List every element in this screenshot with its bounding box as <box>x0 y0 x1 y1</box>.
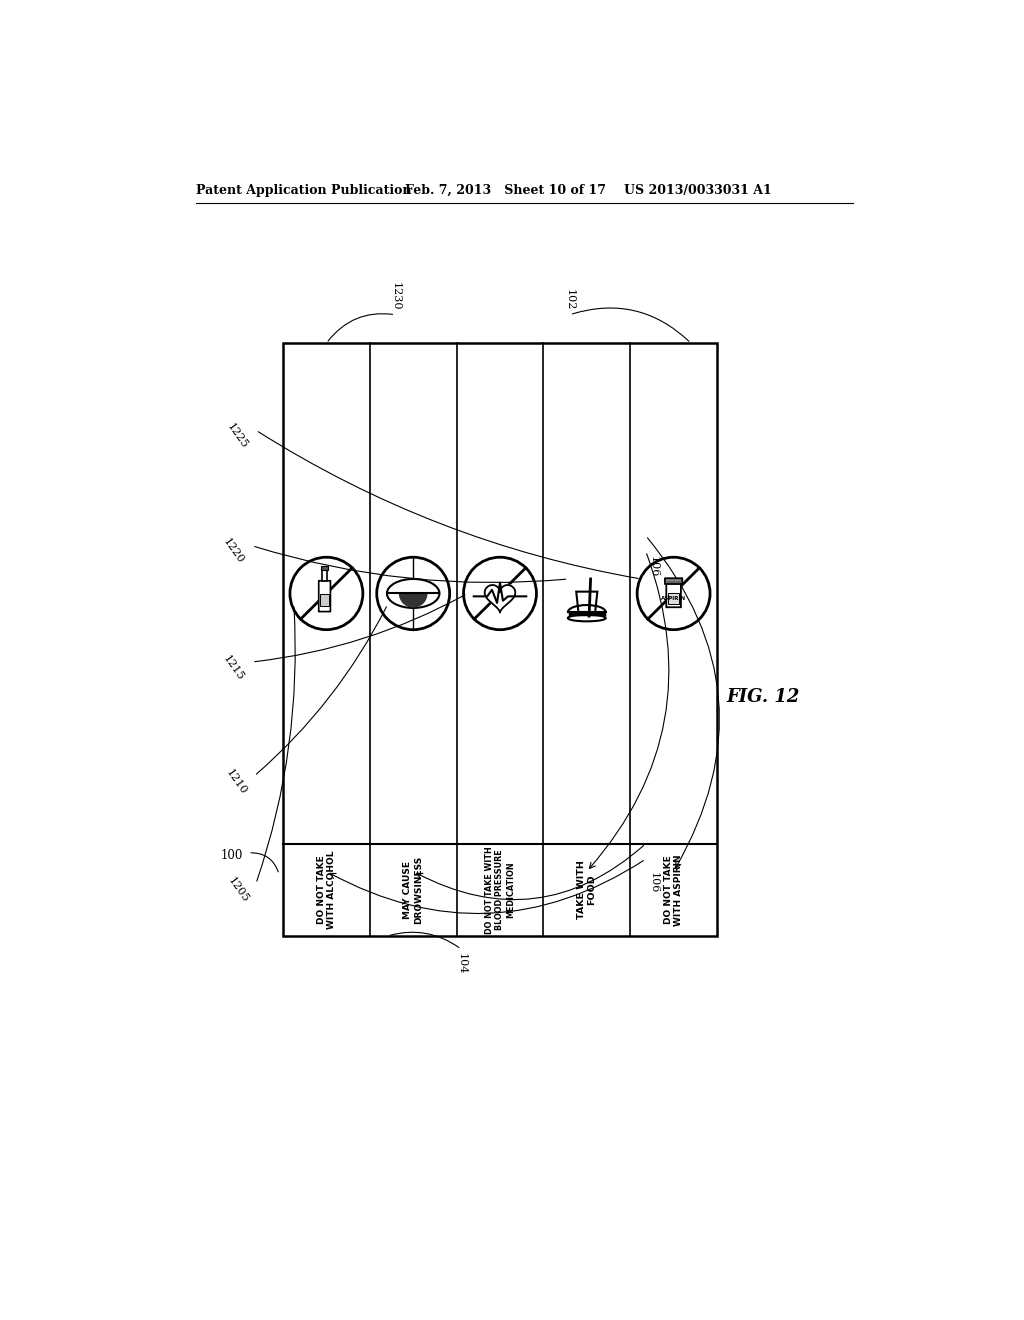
Text: 106: 106 <box>649 556 658 577</box>
Text: TAKE WITH
FOOD: TAKE WITH FOOD <box>578 861 597 919</box>
FancyBboxPatch shape <box>318 581 331 611</box>
Text: DO NOT TAKE
WITH ALCOHOL: DO NOT TAKE WITH ALCOHOL <box>316 850 336 929</box>
Text: DO NOT TAKE WITH
BLOOD PRESSURE
MEDICATION: DO NOT TAKE WITH BLOOD PRESSURE MEDICATI… <box>485 846 515 933</box>
Bar <box>283 343 717 936</box>
Text: 1220: 1220 <box>221 536 246 566</box>
Wedge shape <box>399 594 427 607</box>
Text: 1230: 1230 <box>390 282 400 312</box>
Bar <box>321 566 329 570</box>
Text: 1205: 1205 <box>226 875 251 904</box>
Text: 104: 104 <box>457 953 466 974</box>
Text: ASPIRIN: ASPIRIN <box>662 597 686 601</box>
Polygon shape <box>484 585 515 612</box>
Text: Feb. 7, 2013   Sheet 10 of 17: Feb. 7, 2013 Sheet 10 of 17 <box>406 185 606 197</box>
Text: FIG. 12: FIG. 12 <box>727 689 800 706</box>
Bar <box>668 593 680 605</box>
Text: 102: 102 <box>565 289 574 312</box>
Text: 1215: 1215 <box>221 653 246 682</box>
Text: 106: 106 <box>649 871 658 892</box>
FancyBboxPatch shape <box>665 578 682 583</box>
Ellipse shape <box>568 615 606 622</box>
Text: 1225: 1225 <box>225 421 250 450</box>
FancyBboxPatch shape <box>667 581 681 607</box>
Text: DO NOT TAKE
WITH ASPIRIN: DO NOT TAKE WITH ASPIRIN <box>664 854 683 925</box>
Text: US 2013/0033031 A1: US 2013/0033031 A1 <box>624 185 772 197</box>
Bar <box>319 594 330 606</box>
Bar <box>322 570 327 581</box>
Text: Patent Application Publication: Patent Application Publication <box>197 185 412 197</box>
Text: 1210: 1210 <box>223 767 248 797</box>
Ellipse shape <box>387 579 439 609</box>
Text: MAY CAUSE
DROWSINESS: MAY CAUSE DROWSINESS <box>403 855 423 924</box>
Polygon shape <box>577 591 597 619</box>
Text: 100: 100 <box>220 849 243 862</box>
